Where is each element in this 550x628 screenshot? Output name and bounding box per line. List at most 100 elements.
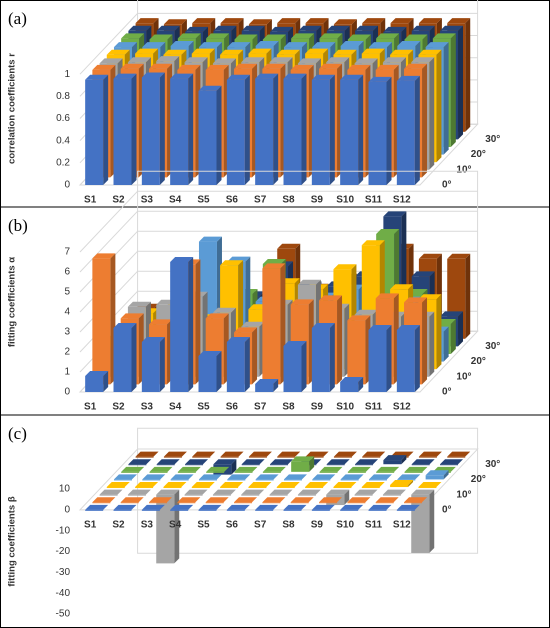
- bar-top: [198, 474, 222, 480]
- bar-side: [337, 295, 343, 385]
- bar-front: [191, 487, 210, 489]
- y-tick-label: 1: [64, 69, 70, 80]
- y-axis-title: fitting coefficients β: [7, 496, 18, 586]
- bar-side: [195, 259, 201, 385]
- bar-front: [291, 461, 310, 472]
- bar-top: [127, 57, 151, 63]
- bar-top: [396, 75, 420, 81]
- bar-front: [269, 494, 288, 496]
- bar-top: [368, 76, 392, 82]
- x-tick-label: S12: [393, 402, 411, 413]
- bar-top: [135, 482, 159, 488]
- bar-side: [465, 253, 471, 339]
- bar-front: [404, 471, 423, 473]
- x-tick-label: S3: [141, 195, 154, 206]
- bar-top: [382, 489, 406, 495]
- bar: [368, 325, 392, 392]
- bar-top: [170, 257, 194, 262]
- bar-side: [458, 311, 464, 347]
- bar-top: [376, 466, 400, 472]
- bar-top: [234, 497, 258, 503]
- bar-side: [401, 455, 407, 465]
- bar: [170, 73, 194, 185]
- bar-side: [436, 49, 442, 163]
- bar-top: [128, 25, 152, 31]
- bar-front: [375, 502, 394, 504]
- bar-top: [234, 34, 258, 40]
- bar-top: [113, 42, 137, 48]
- bar: [397, 474, 421, 481]
- bar-side: [244, 74, 250, 185]
- bar-top: [269, 489, 293, 495]
- bar-top: [354, 58, 378, 64]
- bar-top: [241, 321, 265, 327]
- bar-top: [340, 40, 364, 46]
- y-tick-label: 0: [64, 180, 70, 191]
- bar-top: [121, 466, 145, 472]
- bar: [312, 474, 336, 481]
- bar-front: [290, 502, 309, 504]
- bar-front: [255, 384, 274, 392]
- bar-top: [404, 63, 428, 69]
- bar-top: [375, 497, 399, 503]
- bar: [396, 75, 420, 185]
- bar-front: [340, 79, 359, 185]
- bar-top: [248, 482, 272, 488]
- bar: [291, 456, 315, 472]
- bar-front: [234, 502, 253, 504]
- bar-side: [301, 73, 307, 185]
- bar-top: [212, 58, 236, 64]
- bar: [262, 466, 286, 473]
- bar: [255, 504, 279, 511]
- bar-front: [326, 464, 345, 466]
- x-tick-label: S9: [311, 519, 324, 530]
- bar-side: [131, 323, 137, 392]
- bar-top: [177, 33, 201, 39]
- bar-front: [113, 509, 132, 511]
- bar-top: [149, 319, 173, 325]
- bar: [170, 257, 194, 392]
- bar-top: [333, 482, 357, 488]
- bar-side: [188, 73, 194, 185]
- bar-side: [429, 489, 435, 553]
- bar: [311, 323, 335, 392]
- x-tick-label: S11: [365, 402, 383, 413]
- bar-top: [347, 466, 371, 472]
- bar-front: [355, 464, 374, 466]
- bar-top: [142, 42, 166, 48]
- bar-front: [376, 471, 395, 473]
- bar-top: [262, 497, 286, 503]
- bar-top: [205, 64, 229, 70]
- x-tick-label: S8: [282, 519, 295, 530]
- depth-tick-label: 20°: [471, 149, 486, 160]
- bar-front: [226, 342, 245, 392]
- bar-top: [85, 371, 109, 376]
- depth-tick-label: 10°: [456, 371, 471, 382]
- bar-front: [121, 471, 140, 473]
- bar-top: [212, 489, 236, 495]
- bar-top: [277, 451, 301, 457]
- x-tick-label: S3: [141, 402, 154, 413]
- bar: [127, 489, 151, 496]
- bar: [128, 459, 152, 466]
- bar-top: [269, 57, 293, 63]
- bar-top: [120, 497, 144, 503]
- bar-top: [440, 311, 464, 317]
- bar: [368, 504, 392, 511]
- bar: [206, 466, 230, 473]
- bar-top: [149, 34, 173, 40]
- bar-top: [170, 40, 194, 46]
- bar-top: [226, 337, 250, 342]
- bar: [333, 451, 357, 458]
- bar: [156, 459, 180, 466]
- bar-top: [241, 459, 265, 465]
- bar: [184, 489, 208, 496]
- bar-top: [255, 504, 279, 510]
- bar-side: [358, 74, 364, 185]
- x-tick-label: S8: [282, 402, 295, 413]
- bar: [355, 459, 379, 466]
- bar-front: [198, 479, 217, 481]
- bar-front: [206, 471, 225, 473]
- bar-front: [184, 494, 203, 496]
- bar-top: [156, 25, 180, 31]
